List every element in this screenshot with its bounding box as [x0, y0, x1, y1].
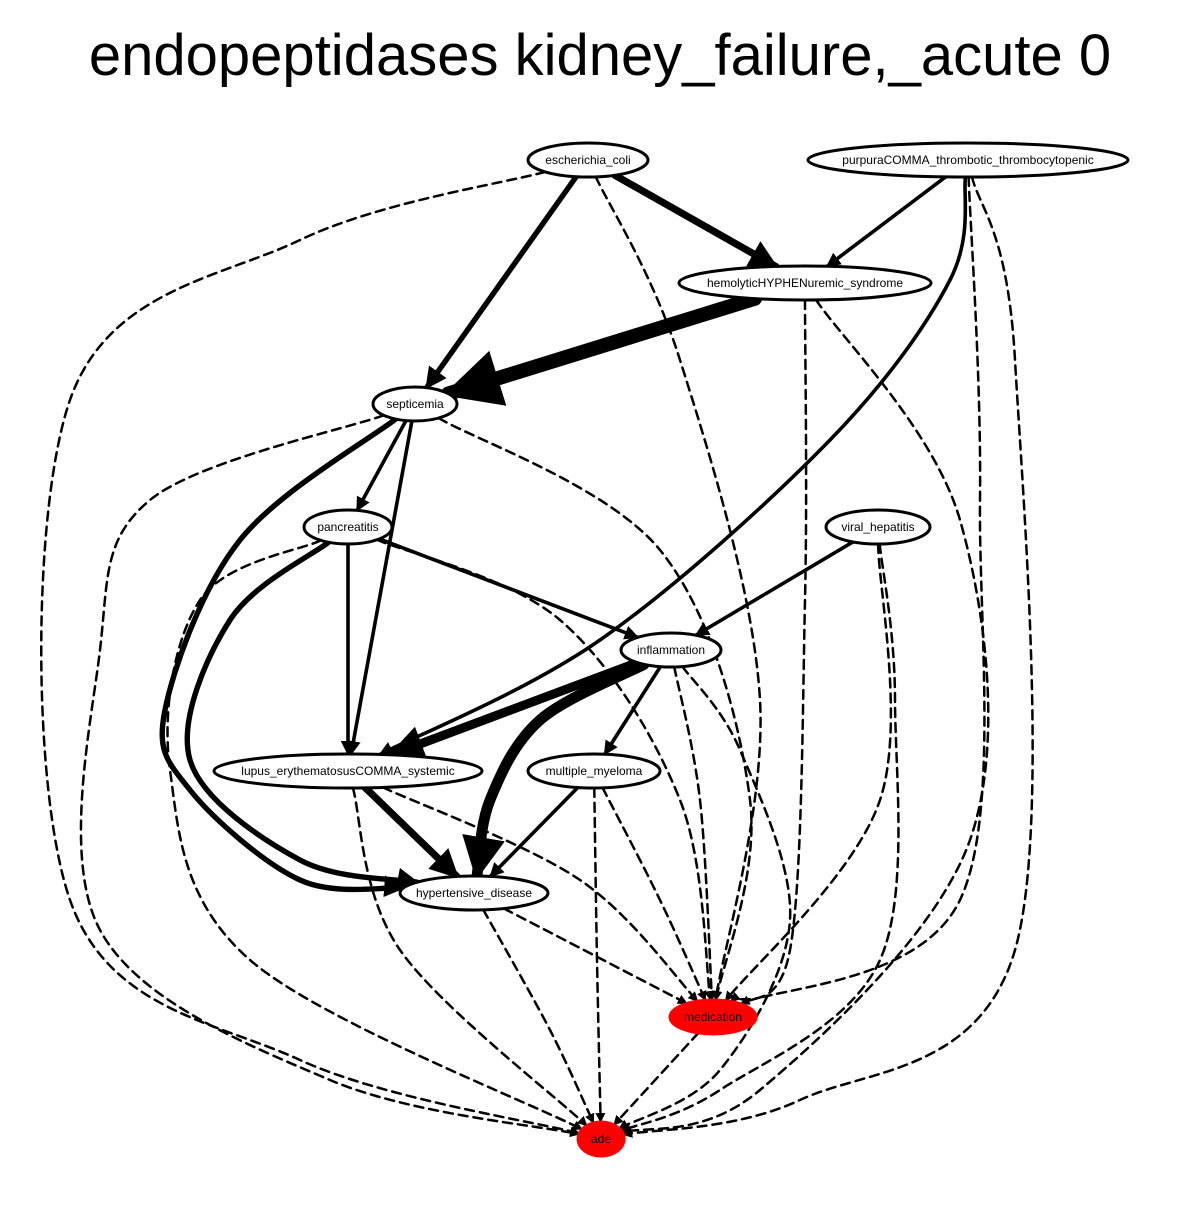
edge-medication-to-ade	[612, 1031, 700, 1127]
edge-septicemia-to-hypertensive	[159, 416, 407, 898]
edge-septicemia-to-pancreatitis	[355, 418, 408, 513]
edge-viral_hepatitis-to-inflammation	[694, 540, 855, 638]
node-lupus: lupus_erythematosusCOMMA_systemic	[212, 752, 484, 790]
node-shape	[398, 874, 550, 912]
edge-hus-to-medication	[729, 298, 808, 1003]
edge-myeloma-to-ade	[593, 786, 606, 1124]
edge-hypertensive-to-ade	[482, 908, 595, 1125]
edge-inflammation-to-medication	[673, 665, 717, 1002]
node-shape	[677, 264, 933, 302]
node-medication: medication	[668, 998, 758, 1036]
node-hypertensive: hypertensive_disease	[398, 874, 550, 912]
node-label: ade	[591, 1132, 611, 1146]
edge-viral_hepatitis-to-ade	[619, 542, 900, 1132]
node-shape	[526, 141, 650, 179]
edge-viral_hepatitis-to-medication	[724, 542, 893, 1002]
node-myeloma: multiple_myeloma	[526, 752, 662, 790]
node-purpura: purpuraCOMMA_thrombotic_thrombocytopenic	[806, 141, 1130, 179]
edge-inflammation-to-hypertensive	[462, 658, 650, 882]
node-label: purpuraCOMMA_thrombotic_thrombocytopenic	[842, 153, 1093, 167]
edge-escherichia_coli-to-medication	[594, 175, 762, 1002]
node-shape	[806, 141, 1130, 179]
node-label: medication	[684, 1010, 742, 1024]
edge-pancreatitis-to-ade	[166, 539, 584, 1131]
edge-escherichia_coli-to-hus	[611, 171, 780, 271]
node-shape	[576, 1120, 626, 1158]
edge-purpura-to-lupus	[377, 175, 968, 757]
edge-purpura-to-ade	[621, 175, 1034, 1138]
edge-lupus-to-ade	[351, 786, 589, 1127]
node-shape	[302, 508, 394, 546]
edge-escherichia_coli-to-ade	[40, 170, 581, 1136]
node-shape	[212, 752, 484, 790]
node-label: viral_hepatitis	[841, 520, 914, 534]
graph-title: endopeptidases kidney_failure,_acute 0	[88, 23, 1112, 88]
edge-pancreatitis-to-hypertensive	[184, 539, 420, 890]
edge-inflammation-to-lupus	[386, 658, 642, 761]
edge-septicemia-to-ade	[79, 414, 581, 1138]
node-label: septicemia	[386, 397, 444, 411]
node-shape	[668, 998, 758, 1036]
node-ade: ade	[576, 1120, 626, 1158]
edge-inflammation-to-myeloma	[602, 664, 663, 757]
edge-myeloma-to-medication	[601, 786, 707, 1002]
node-escherichia-coli: escherichia_coli	[526, 141, 650, 179]
node-label: hemolyticHYPHENuremic_syndrome	[707, 276, 903, 290]
nodes-layer: escherichia_coli purpuraCOMMA_thrombotic_…	[212, 141, 1130, 1158]
node-septicemia: septicemia	[371, 385, 459, 423]
node-inflammation: inflammation	[619, 631, 723, 669]
node-shape	[526, 752, 662, 790]
node-label: inflammation	[637, 643, 705, 657]
node-label: escherichia_coli	[545, 153, 630, 167]
node-viral-hepatitis: viral_hepatitis	[824, 508, 932, 546]
node-label: lupus_erythematosusCOMMA_systemic	[241, 764, 454, 778]
edge-hus-to-septicemia	[441, 291, 762, 406]
edge-septicemia-to-lupus	[346, 419, 414, 756]
node-shape	[824, 508, 932, 546]
edge-lupus-to-hypertensive	[361, 784, 461, 881]
edge-lupus-to-medication	[381, 786, 699, 1003]
node-hus: hemolyticHYPHENuremic_syndrome	[677, 264, 933, 302]
edges-layer	[40, 170, 1034, 1138]
edge-hypertensive-to-medication	[502, 907, 689, 1005]
node-label: pancreatitis	[317, 520, 378, 534]
edge-inflammation-to-ade	[617, 665, 792, 1130]
node-shape	[619, 631, 723, 669]
node-pancreatitis: pancreatitis	[302, 508, 394, 546]
edge-hus-to-ade	[620, 298, 990, 1135]
node-shape	[371, 385, 459, 423]
edge-pancreatitis-to-medication	[375, 538, 715, 1002]
edge-purpura-to-hus	[825, 175, 948, 269]
edge-purpura-to-medication	[739, 175, 986, 1006]
node-label: hypertensive_disease	[416, 886, 532, 900]
node-label: multiple_myeloma	[546, 764, 643, 778]
edge-myeloma-to-hypertensive	[488, 785, 580, 879]
